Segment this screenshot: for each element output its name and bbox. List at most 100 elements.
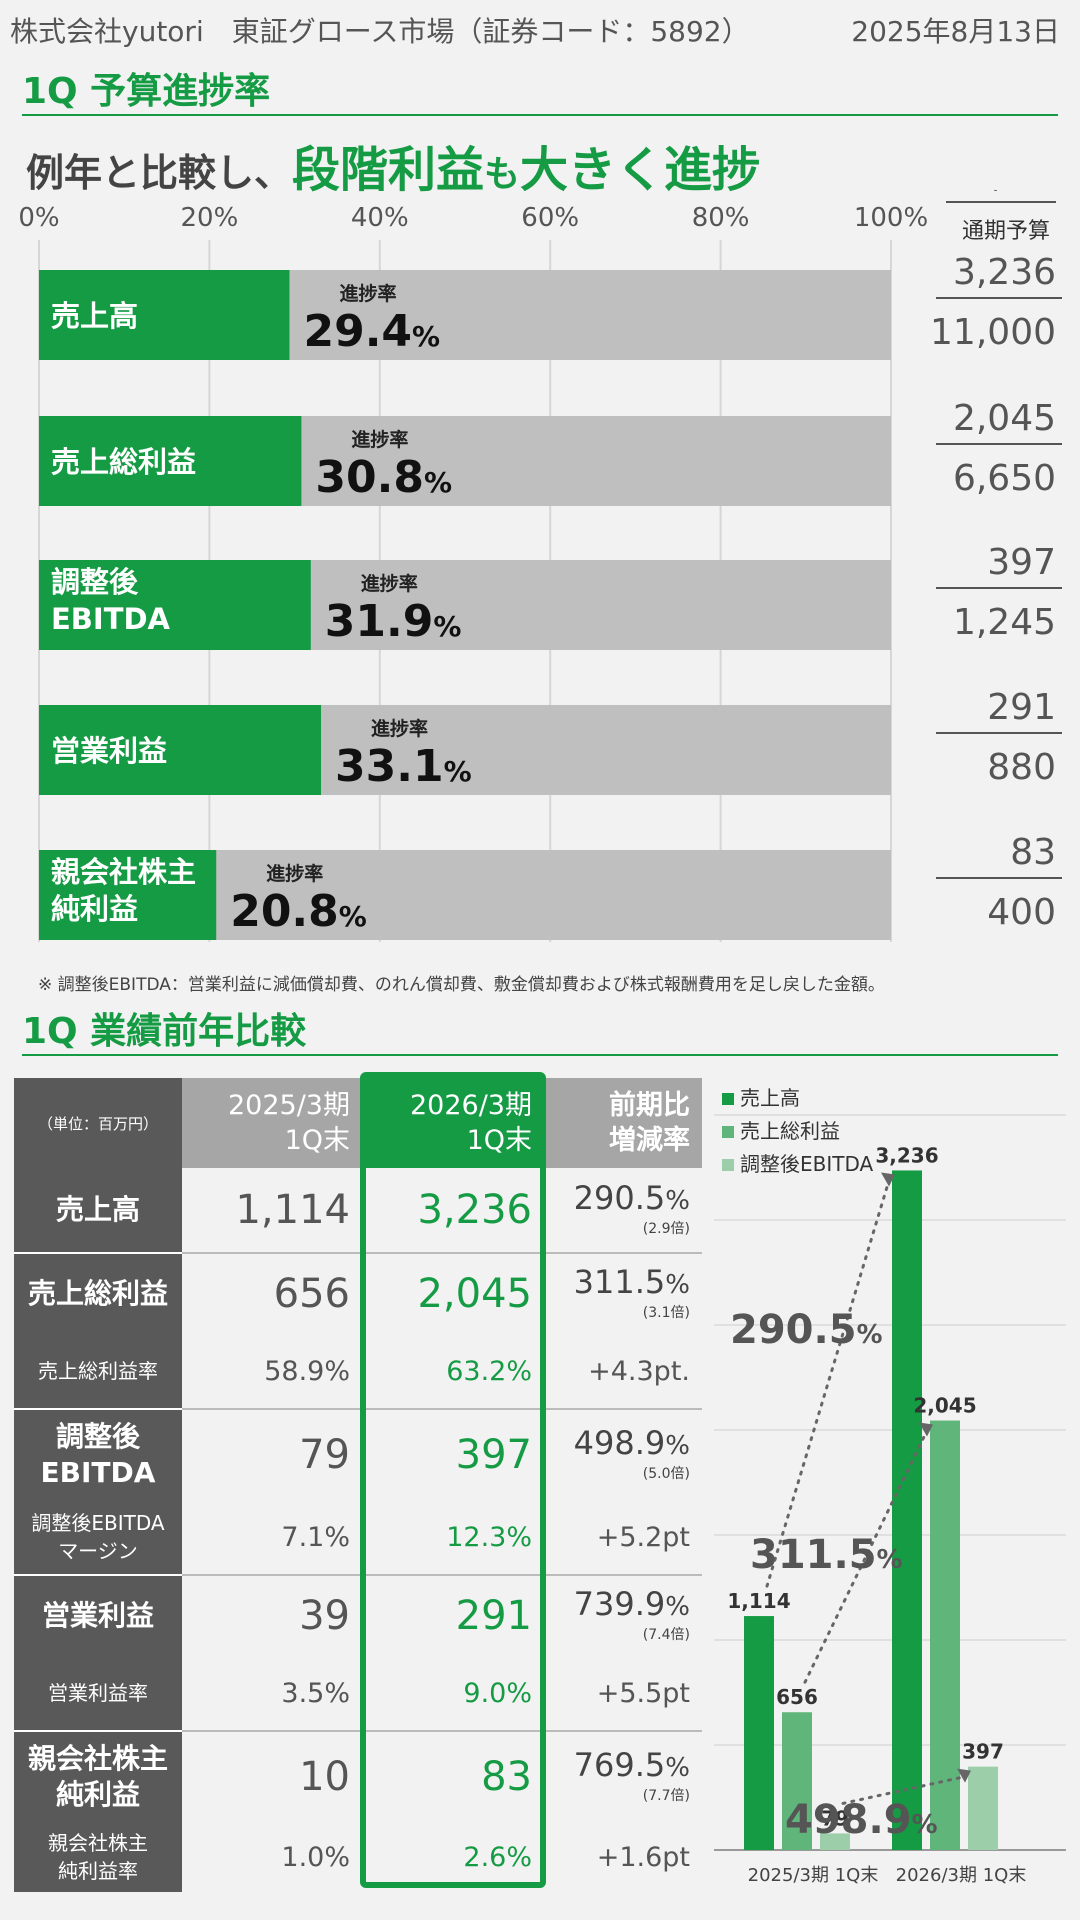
bar-category-label: 売上高 [51,299,138,333]
col-header-change: 前期比 増減率 [544,1078,702,1168]
growth-value: 498.9 [785,1797,912,1843]
row-divider [182,1408,702,1410]
prev-ratio: 3.5% [281,1677,350,1709]
bar-progress [39,705,322,795]
curr-ratio: 12.3% [446,1521,532,1553]
progress-value-label: 29.4% [303,306,440,357]
curr-value: 2,045 [417,1271,532,1317]
col-header-curr: 2026/3期 1Q末 [362,1078,544,1168]
label-divider [14,1408,182,1410]
legend-swatch [722,1159,734,1171]
bar-value-label: 1,114 [727,1589,790,1613]
headline-em2: 大きく進捗 [520,142,761,198]
change-multiple: (2.9倍) [642,1221,690,1237]
progress-value: 31.9 [325,596,434,647]
budget-value: 880 [987,747,1056,788]
change-number: 769.5 [573,1746,666,1784]
change-ratio: +1.6pt [596,1841,690,1873]
actual-value: 83 [1010,832,1056,873]
bar-category-label: 売上総利益 [51,445,196,479]
section-title-progress: 1Q 予算進捗率 [22,71,271,112]
bar [782,1712,812,1850]
prev-value: 10 [299,1754,350,1800]
change-unit: % [665,1270,690,1300]
col-header-prev: 2025/3期 1Q末 [182,1078,362,1168]
change-cell: 769.5% (7.7倍) [544,1732,702,1822]
prev-value: 656 [273,1271,350,1317]
growth-value: 290.5 [730,1307,857,1353]
change-cell: 739.9% (7.4倍) [544,1576,702,1656]
bar-value-label: 2,045 [913,1394,976,1418]
change-multiple: (3.1倍) [642,1305,690,1321]
change-unit: % [665,1431,690,1461]
x-category-label: 2025/3期 1Q末 [748,1865,879,1886]
change-multiple: (7.7倍) [642,1788,690,1804]
x-tick-label: 20% [181,203,239,233]
company-header: 株式会社yutori 東証グロース市場（証券コード：5892） [10,15,750,48]
row-sub-label: 売上総利益率 [14,1334,182,1408]
x-tick-label: 100% [854,203,928,233]
x-category-label: 2026/3期 1Q末 [896,1865,1027,1886]
prev-ratio: 1.0% [281,1841,350,1873]
change-number: 739.9 [573,1585,666,1623]
change-value: 290.5% [574,1182,690,1214]
progress-caption: 進捗率 [361,572,418,595]
change-unit: % [665,1753,690,1783]
change-multiple: (5.0倍) [642,1466,690,1482]
headline-em1: 段階利益 [292,142,485,198]
arrow-head [881,1172,895,1187]
legend-swatch [722,1126,734,1138]
section-divider [22,114,1058,116]
bar-progress [39,850,217,940]
section-title-yoy: 1Q 業績前年比較 [22,1011,307,1052]
bar [892,1170,922,1850]
label-divider [14,1730,182,1732]
change-ratio: +5.2pt [596,1521,690,1553]
growth-unit: % [857,1320,883,1350]
prev-value: 1,114 [235,1187,350,1233]
bar-value-label: 3,236 [875,1143,938,1167]
row-sub-label: 親会社株主 純利益率 [14,1822,182,1892]
bar-value-label: 79 [821,1806,849,1830]
bar-category-label: 調整後 [51,565,139,599]
row-divider [182,1730,702,1732]
row-divider [182,1574,702,1576]
row-label: 営業利益 [14,1576,182,1656]
curr-ratio: 2.6% [463,1841,532,1873]
growth-label: 311.5% [750,1532,903,1578]
change-unit: % [665,1592,690,1622]
progress-unit: % [412,320,440,353]
actual-value: 2,045 [953,398,1056,439]
bar-progress [39,560,311,650]
budget-value: 400 [987,892,1056,933]
legend-label: 売上総利益 [740,1119,840,1143]
label-divider [14,1252,182,1254]
progress-unit: % [433,610,461,643]
x-tick-label: 60% [521,203,579,233]
growth-label: 290.5% [730,1307,883,1353]
x-tick-label: 80% [692,203,750,233]
row-label: 売上高 [14,1168,182,1252]
yoy-table: （単位：百万円） 2025/3期 1Q末 2026/3期 1Q末 前期比 増減率売上高… [14,1072,704,1892]
change-number: 290.5 [573,1179,666,1217]
budget-value: 6,650 [953,458,1056,499]
change-cell: 290.5% (2.9倍) [544,1168,702,1252]
col-budget-label: 通期予算 [962,219,1050,244]
progress-value-label: 20.8% [230,886,367,937]
table-unit-header: （単位：百万円） [14,1078,182,1168]
budget-value: 11,000 [930,312,1056,353]
section-divider-2 [22,1054,1058,1056]
current-period-highlight [360,1072,546,1888]
headline-mid: も [484,154,521,195]
label-divider [14,1574,182,1576]
progress-value-label: 30.8% [315,452,452,503]
bar-value-label: 656 [776,1685,818,1709]
growth-arrow [803,1429,929,1684]
progress-value: 33.1 [335,741,444,792]
curr-value: 397 [455,1432,532,1478]
row-label: 調整後 EBITDA [14,1410,182,1500]
progress-value: 30.8 [315,452,424,503]
growth-unit: % [912,1810,938,1840]
prev-value: 39 [299,1593,350,1639]
bar [820,1833,850,1850]
